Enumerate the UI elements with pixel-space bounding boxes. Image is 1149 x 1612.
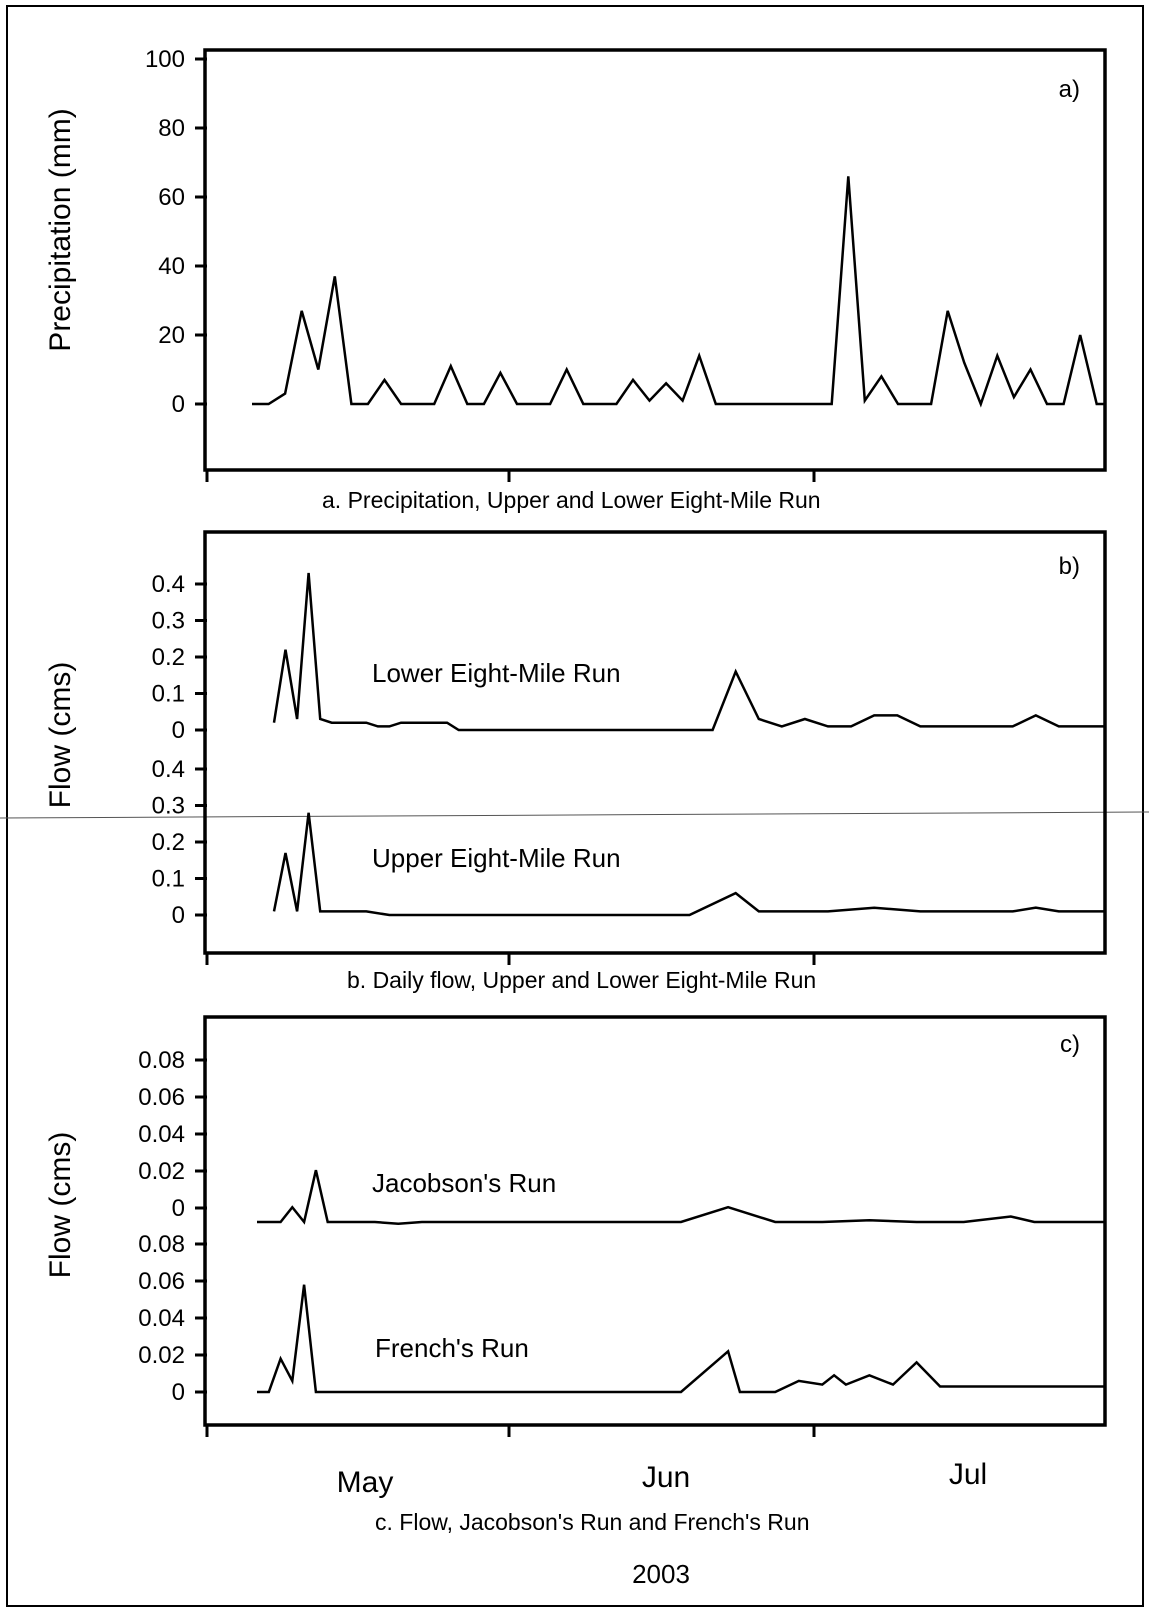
panel-c-y-tick-label: 0.06 <box>138 1084 185 1111</box>
panel-c-y-tick-label: 0.02 <box>138 1158 185 1185</box>
panel-a-y-tick-label: 100 <box>145 46 185 73</box>
panel-a-y-tick-label: 60 <box>158 184 185 211</box>
panel-b-frame <box>205 532 1105 953</box>
panel-a: a) Precipitation (mm) 100 80 60 40 20 0 a. Pr… <box>44 46 1105 513</box>
panel-b-y-tick-label: 0 <box>172 902 185 929</box>
series-label-jacobsons-run: Jacobson's Run <box>372 1168 556 1198</box>
lower-eight-mile-run-line <box>274 573 1105 730</box>
series-label-upper-eight-mile: Upper Eight-Mile Run <box>372 843 621 873</box>
series-label-frenchs-run: French's Run <box>375 1333 529 1363</box>
panel-b-y-tick-label: 0.2 <box>152 829 185 856</box>
month-label-jun: Jun <box>642 1461 690 1494</box>
panel-a-caption: a. Precipitation, Upper and Lower Eight-… <box>322 487 821 513</box>
panel-c-y-tick-label: 0.04 <box>138 1305 185 1332</box>
panel-b-y-ticks: 0.4 0.3 0.2 0.1 0 0.4 0.3 0.2 0.1 0 <box>152 571 207 929</box>
panel-b-caption: b. Daily flow, Upper and Lower Eight-Mil… <box>347 967 816 993</box>
panel-c-y-ticks: 0.08 0.06 0.04 0.02 0 0.08 0.06 0.04 0.02 0 <box>138 1047 207 1406</box>
panel-b-y-tick-label: 0.1 <box>152 681 185 708</box>
precipitation-line <box>252 176 1105 404</box>
panel-a-y-ticks: 100 80 60 40 20 0 <box>145 46 207 418</box>
panel-c-y-tick-label: 0.08 <box>138 1231 185 1258</box>
panel-c-ylabel: Flow (cms) <box>44 1132 77 1279</box>
panel-c-caption: c. Flow, Jacobson's Run and French's Run <box>375 1509 810 1535</box>
panel-c-y-tick-label: 0.04 <box>138 1121 185 1148</box>
panel-a-y-tick-label: 0 <box>172 391 185 418</box>
panel-b-y-tick-label: 0.2 <box>152 644 185 671</box>
panel-b-y-tick-label: 0.3 <box>152 608 185 635</box>
panel-a-series <box>252 176 1105 404</box>
panel-b-x-ticks <box>207 953 814 965</box>
panel-c-y-tick-label: 0.06 <box>138 1268 185 1295</box>
panel-b-y-tick-label: 0.4 <box>152 756 185 783</box>
panel-c-tag: c) <box>1060 1031 1080 1058</box>
panel-a-y-tick-label: 20 <box>158 322 185 349</box>
panel-b-y-tick-label: 0.3 <box>152 793 185 820</box>
panel-a-y-tick-label: 80 <box>158 115 185 142</box>
panel-c-x-ticks <box>207 1425 814 1437</box>
panel-b-y-tick-label: 0 <box>172 717 185 744</box>
month-label-may: May <box>337 1466 394 1499</box>
panel-c-y-tick-label: 0.02 <box>138 1342 185 1369</box>
panel-b-tag: b) <box>1059 553 1080 580</box>
panel-c-y-tick-label: 0 <box>172 1379 185 1406</box>
panel-c: c) Flow (cms) 0.080.060.040.0200.080.060… <box>44 1017 1105 1589</box>
panel-b: b) Flow (cms) 0.40.30.20.100.40.30.20.10… <box>44 532 1105 993</box>
panel-b-ylabel: Flow (cms) <box>44 662 77 809</box>
panel-a-y-tick-label: 40 <box>158 253 185 280</box>
month-label-jul: Jul <box>949 1458 987 1491</box>
panel-a-x-ticks <box>207 470 814 482</box>
panel-c-y-tick-label: 0 <box>172 1195 185 1222</box>
panel-c-y-tick-label: 0.08 <box>138 1047 185 1074</box>
panel-b-y-tick-label: 0.4 <box>152 571 185 598</box>
panel-b-y-tick-label: 0.1 <box>152 866 185 893</box>
panel-a-ylabel: Precipitation (mm) <box>44 108 77 351</box>
year-label: 2003 <box>632 1559 690 1589</box>
series-label-lower-eight-mile: Lower Eight-Mile Run <box>372 658 621 688</box>
panel-a-frame <box>205 50 1105 470</box>
panel-a-tag: a) <box>1059 76 1080 103</box>
